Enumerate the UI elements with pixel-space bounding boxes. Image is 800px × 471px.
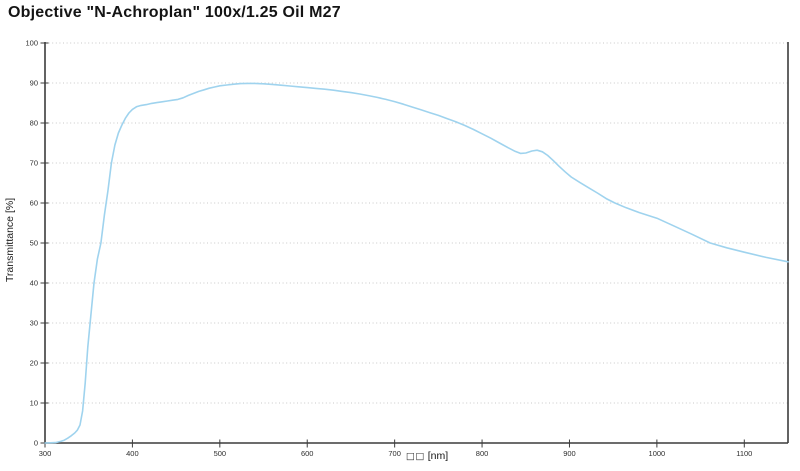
x-axis-unit-label: [nm]: [427, 450, 449, 462]
x-tick-label: 1000: [649, 449, 666, 458]
transmittance-curve: [44, 82, 789, 444]
x-tick-label: 900: [563, 449, 576, 458]
x-tick-labels: 300 400 500 600 700 800 900 1000 1100: [39, 449, 753, 458]
x-tick-label: 600: [301, 449, 314, 458]
y-tick-label: 50: [30, 239, 38, 248]
x-tick-label: 800: [476, 449, 489, 458]
x-axis-label: □□ [nm]: [54, 450, 800, 462]
y-tick-label: 80: [30, 119, 38, 128]
x-tick-label: 500: [214, 449, 227, 458]
missing-glyph-boxes: □□: [405, 451, 425, 462]
x-tick-label: 400: [126, 449, 139, 458]
y-tick-label: 0: [34, 439, 38, 448]
y-tick-label: 60: [30, 199, 38, 208]
y-tick-label: 100: [25, 39, 38, 48]
y-tick-label: 30: [30, 319, 38, 328]
y-tick-labels: 0 10 20 30 40 50 60 70 80 90 100: [25, 39, 38, 448]
x-tick-label: 1100: [736, 449, 752, 458]
x-tick-label: 300: [39, 449, 52, 458]
y-axis-label: Transmittance [%]: [4, 198, 16, 282]
axis-ticks: [40, 42, 745, 448]
chart-title: Objective "N-Achroplan" 100x/1.25 Oil M2…: [8, 4, 341, 21]
gridlines: [45, 42, 788, 404]
y-tick-label: 20: [30, 359, 38, 368]
y-tick-label: 90: [30, 79, 38, 88]
y-tick-label: 40: [30, 279, 38, 288]
y-tick-label: 70: [30, 159, 38, 168]
y-tick-label: 10: [30, 399, 38, 408]
x-tick-label: 700: [388, 449, 401, 458]
